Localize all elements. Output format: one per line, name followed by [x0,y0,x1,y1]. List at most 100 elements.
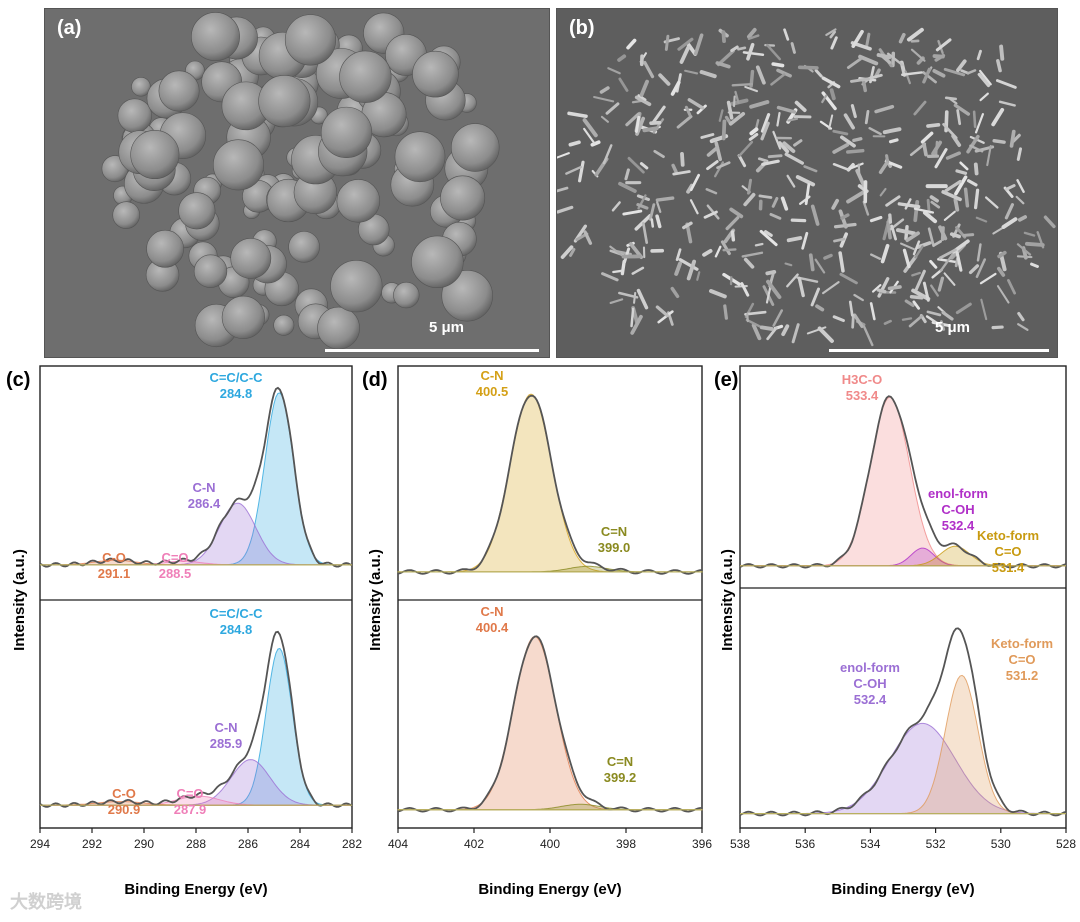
sem-flake [815,304,825,312]
sem-flake [684,69,699,75]
sem-flake [684,105,692,117]
x-tick-label: 290 [134,837,154,851]
x-tick-label: 402 [464,837,484,851]
panel-label-d: (d) [362,369,388,391]
sem-flake [791,323,800,344]
sem-flake [639,79,649,97]
sem-flake [846,148,865,154]
sem-sphere [191,12,240,61]
sem-flake [855,168,866,188]
sem-flake [911,271,921,277]
peak-label: C-N [214,720,237,735]
sem-flake [742,51,765,56]
x-tick-label: 294 [30,837,50,851]
sem-flake [853,293,864,302]
sem-flake [758,194,773,199]
sem-flake [848,300,854,317]
sem-flake [749,100,770,109]
sem-flake [593,95,615,103]
xps-chart-d: (d) Intensity (a.u.) Binding Energy (eV)… [362,365,712,898]
sem-flake [956,109,962,126]
sem-flake [1017,323,1029,331]
sem-flake [929,195,939,203]
sem-flake [776,111,781,127]
peak-label: C=O [176,786,203,801]
sem-flake [689,199,699,215]
sem-flake [625,112,640,127]
sem-flake [932,240,942,247]
sem-flake [731,83,753,87]
sem-flake [975,216,988,223]
sem-flake [747,34,760,40]
peak-value: 399.2 [604,770,637,785]
sem-flake [886,52,904,67]
sem-flake [730,230,736,242]
sem-flake [714,141,723,162]
sem-flake [974,113,985,134]
sem-flake [930,284,939,297]
sem-flake [840,213,850,220]
sem-flake [963,187,970,208]
y-axis-label-e: Intensity (a.u.) [719,549,736,651]
sem-flake [904,299,915,307]
sem-flake [677,37,694,51]
sem-flake [915,241,932,249]
sem-flake [955,169,968,175]
sem-flake [772,309,784,327]
sem-flake [777,141,790,154]
sem-flake [795,175,816,187]
sem-flake [934,148,948,169]
sem-flake [1016,179,1025,193]
sem-flake [976,243,982,262]
sem-flake [810,204,820,226]
peak-label: C-OH [853,676,886,691]
sem-flake [748,132,759,141]
sem-flake [655,214,662,229]
sem-flake [991,107,1005,127]
sem-flake [977,72,991,88]
sem-flake [944,96,957,101]
sem-flake [825,28,837,37]
sem-flake [746,42,755,61]
panel-label-c: (c) [6,369,30,391]
sem-flake [568,140,581,147]
peak-value: 287.9 [174,802,207,817]
sem-flake [656,201,662,213]
sem-flake [658,73,671,86]
sem-flake [973,188,980,210]
sem-flake [839,272,858,285]
sem-flake [716,161,731,170]
sem-flake [973,162,979,176]
sem-flake [945,151,961,160]
sem-flake [832,315,845,323]
sem-flake [1001,217,1018,229]
sem-flake [1009,129,1016,148]
sem-flake [609,245,624,257]
envelope-line [39,386,353,568]
sem-flake [751,323,762,341]
sem-flake [901,317,913,321]
sem-flake [670,80,681,96]
sem-flake [991,325,1004,330]
sem-flake [737,46,747,51]
sem-flake [744,85,759,93]
sem-flake [790,218,807,223]
sem-flake [686,183,694,194]
sem-sphere [146,229,184,268]
x-tick-label: 398 [616,837,636,851]
sem-flake [737,154,747,168]
sem-flake [636,288,649,310]
sem-flake [776,68,792,78]
sem-flake [767,154,783,159]
sem-flake [943,272,956,286]
sem-flake [708,289,727,299]
sem-flake [852,313,864,329]
sem-flake [560,245,574,259]
sem-sphere [273,314,295,336]
sem-flake [780,196,789,211]
sem-flake [784,262,793,267]
sem-flake [909,294,924,300]
sem-flakes-illustration [557,9,1057,357]
sem-flake [851,29,864,48]
sem-flake [703,210,718,219]
